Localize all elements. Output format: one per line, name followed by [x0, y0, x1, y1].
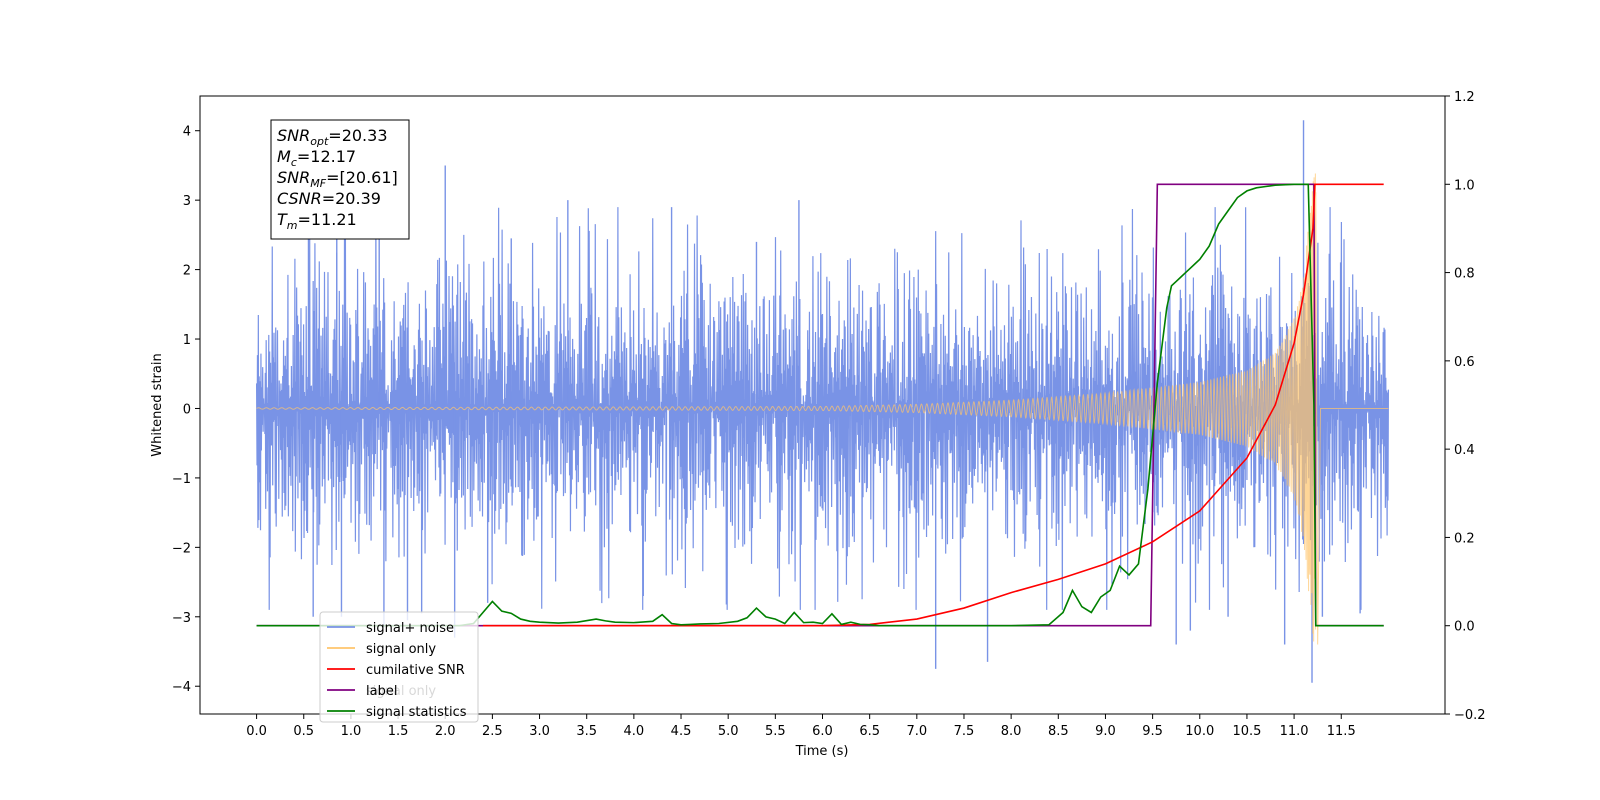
series-signal-only: [256, 173, 1389, 645]
y-left-tick-label: −4: [172, 680, 191, 695]
y-left-tick-label: −2: [172, 541, 191, 556]
y-right-tick-label: 1.0: [1454, 178, 1475, 193]
x-tick-label: 3.5: [576, 724, 597, 739]
x-tick-label: 7.0: [906, 724, 927, 739]
stat-symbol: CSNR: [277, 189, 322, 208]
x-tick-label: 11.0: [1280, 724, 1309, 739]
y-left-tick-label: 4: [183, 125, 191, 140]
x-tick-label: 1.0: [341, 724, 362, 739]
stat-symbol: M: [277, 147, 291, 166]
x-tick-label: 9.5: [1142, 724, 1163, 739]
y-right-tick-label: 0.0: [1454, 620, 1475, 635]
stat-value: =11.21: [298, 210, 357, 229]
y-left-tick-label: 2: [183, 264, 191, 279]
series-layer: [255, 120, 1390, 683]
x-tick-label: 7.5: [954, 724, 975, 739]
stat-subscript: opt: [310, 135, 329, 148]
stat-symbol: SNR: [277, 126, 310, 145]
y-right-tick-label: 0.4: [1454, 443, 1475, 458]
stats-annotation: SNRopt=20.33Mc=12.17SNRMF=[20.61]CSNR=20…: [270, 119, 410, 240]
x-tick-label: 11.5: [1327, 724, 1356, 739]
x-tick-label: 9.0: [1095, 724, 1116, 739]
x-tick-label: 1.5: [388, 724, 409, 739]
series-signal-statistics: [256, 183, 1384, 627]
stat-subscript: c: [291, 156, 297, 169]
x-tick-label: 2.0: [435, 724, 456, 739]
x-tick-label: 6.5: [859, 724, 880, 739]
legend: signal+ noise signal only cumilative SNR si…: [319, 611, 479, 723]
stat-symbol: SNR: [277, 168, 310, 187]
x-tick-label: 0.5: [293, 724, 314, 739]
stat-value: =12.17: [297, 147, 356, 166]
stat-subscript: m: [287, 219, 298, 232]
x-axis-label: Time (s): [795, 744, 849, 759]
y-right-tick-label: 0.2: [1454, 531, 1475, 546]
stat-line: Tm=11.21: [277, 210, 357, 232]
series-cumilative-snr: [482, 183, 1384, 627]
y-left-tick-label: −1: [172, 472, 191, 487]
y-left-tick-label: 3: [183, 194, 191, 209]
stat-line: SNRMF=[20.61]: [277, 168, 398, 190]
x-tick-label: 4.0: [624, 724, 645, 739]
legend-label: signal only: [366, 642, 436, 657]
y-right-tick-label: 0.6: [1454, 355, 1475, 370]
stat-line: SNRopt=20.33: [277, 126, 388, 148]
x-tick-label: 5.5: [765, 724, 786, 739]
y-right-tick-label: 1.2: [1454, 90, 1475, 105]
y-axis-label-left: Whitened strain: [150, 353, 165, 456]
x-tick-label: 3.0: [529, 724, 550, 739]
y-axis-left: −4 −3 −2 −1 0 1 2 3 4: [172, 125, 200, 695]
stat-subscript: MF: [310, 177, 326, 190]
y-left-tick-label: 0: [183, 402, 191, 417]
x-tick-label: 0.0: [246, 724, 267, 739]
stat-value: =[20.61]: [326, 168, 398, 187]
x-tick-label: 5.0: [718, 724, 739, 739]
legend-ghost-label: signal only: [366, 684, 436, 699]
x-tick-label: 2.5: [482, 724, 503, 739]
legend-frame: [319, 611, 479, 723]
y-right-tick-label: −0.2: [1454, 708, 1486, 723]
legend-label: signal statistics: [366, 705, 467, 720]
y-left-tick-label: 1: [183, 333, 191, 348]
x-tick-label: 8.5: [1048, 724, 1069, 739]
stats-annotation-frame: [270, 119, 410, 240]
x-tick-label: 6.0: [812, 724, 833, 739]
stat-value: =20.39: [322, 189, 381, 208]
x-tick-label: 8.0: [1001, 724, 1022, 739]
stat-line: CSNR=20.39: [277, 189, 381, 208]
y-left-tick-label: −3: [172, 611, 191, 626]
x-tick-label: 4.5: [671, 724, 692, 739]
legend-label: cumilative SNR: [366, 663, 465, 678]
stat-symbol: T: [277, 210, 288, 229]
y-right-tick-label: 0.8: [1454, 267, 1475, 282]
stat-line: Mc=12.17: [277, 147, 356, 169]
y-axis-right: −0.2 0.0 0.2 0.4 0.6 0.8 1.0 1.2: [1445, 90, 1486, 723]
stat-value: =20.33: [328, 126, 387, 145]
legend-label: label: [366, 684, 397, 699]
legend-label: signal+ noise: [366, 621, 454, 636]
x-tick-label: 10.5: [1232, 724, 1261, 739]
x-axis: 0.0 0.5 1.0 1.5 2.0 2.5 3.0 3.5 4.0 4.5 5.0 5.5 6.0 6…: [246, 714, 1356, 739]
x-tick-label: 10.0: [1185, 724, 1214, 739]
